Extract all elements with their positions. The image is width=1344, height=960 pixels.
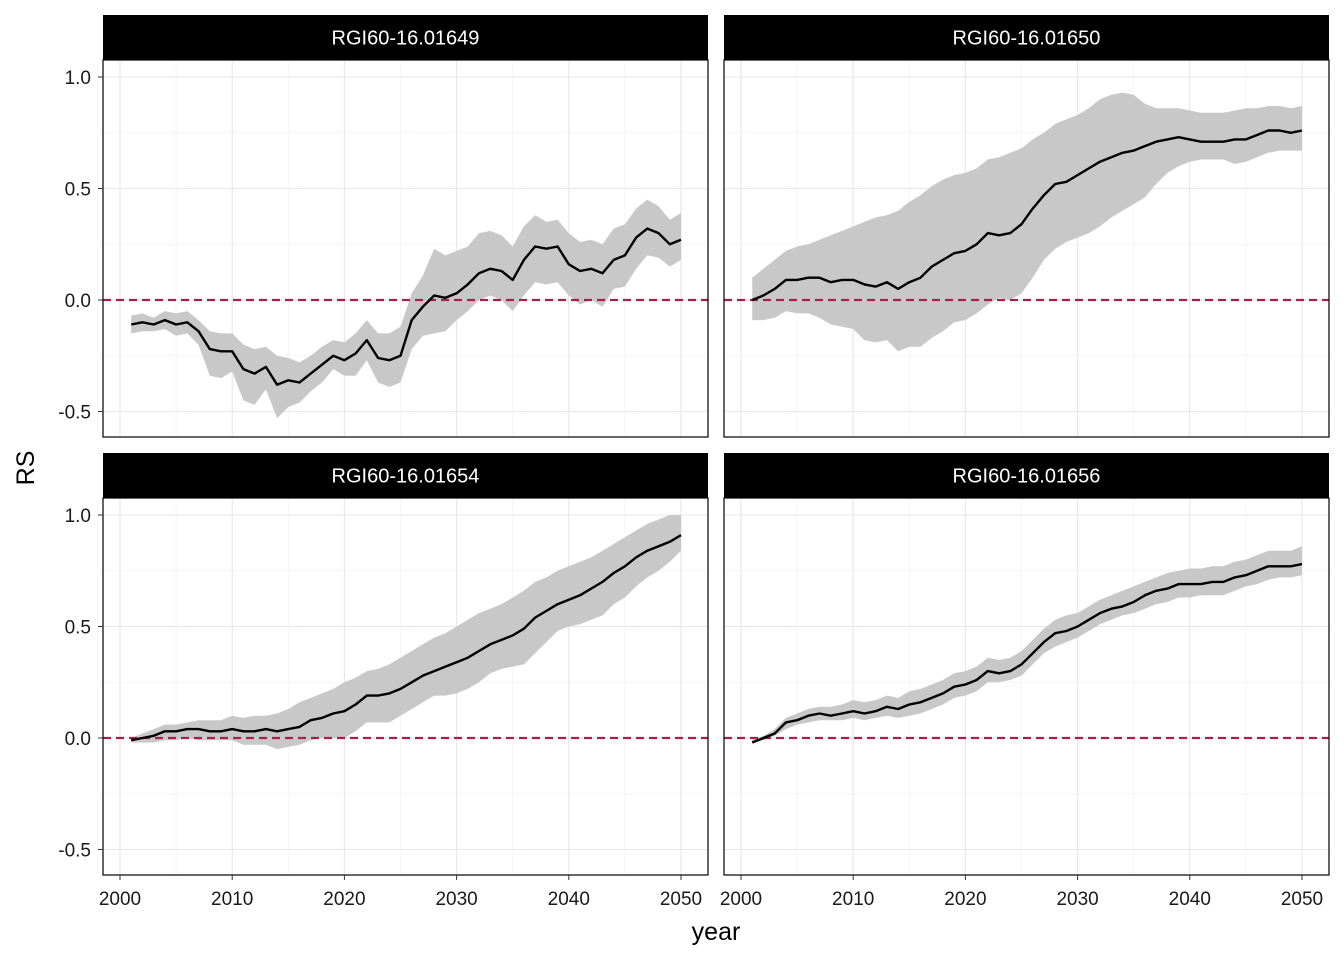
y-tick-label: 1.0 [65, 506, 91, 527]
panel-border [102, 59, 709, 438]
panel-background [724, 498, 1329, 875]
mean-series-line [751, 562, 1303, 744]
facet-panel: RGI60-16.01654 -0.5 0.0 0.5 1.0 2000 2010 2020 2… [58, 453, 709, 910]
mean-series-line [130, 534, 682, 742]
y-tick-label: -0.5 [58, 403, 91, 424]
uncertainty-ribbon [752, 546, 1302, 743]
facet-strip [103, 453, 708, 498]
facet-strip [103, 15, 708, 60]
panel-border [723, 59, 1330, 438]
facet-strip-label: RGI60-16.01654 [332, 466, 480, 488]
mean-series-line [751, 129, 1303, 302]
x-tick-label: 2040 [1169, 889, 1211, 910]
facet-strip-label: RGI60-16.01656 [953, 466, 1101, 488]
facet-strip-label: RGI60-16.01649 [332, 28, 480, 50]
facet-panel: RGI60-16.01650 [723, 15, 1330, 438]
x-tick-label: 2050 [660, 889, 702, 910]
x-axis-title: year [692, 918, 741, 946]
y-tick-label: -0.5 [58, 841, 91, 862]
y-axis-title: RS [12, 451, 40, 486]
uncertainty-ribbon [131, 515, 681, 750]
x-tick-label: 2000 [99, 889, 141, 910]
x-tick-label: 2020 [323, 889, 365, 910]
facet-panel: RGI60-16.01649 -0.5 0.0 0.5 1.0 [58, 15, 709, 438]
y-tick-label: 1.0 [65, 68, 91, 89]
facet-strip-label: RGI60-16.01650 [953, 28, 1101, 50]
x-tick-label: 2030 [1056, 889, 1098, 910]
uncertainty-ribbon [131, 199, 681, 419]
y-tick-label: 0.0 [65, 729, 91, 750]
y-tick-label: 0.0 [65, 291, 91, 312]
x-tick-label: 2030 [435, 889, 477, 910]
y-tick-label: 0.5 [65, 180, 91, 201]
facet-strip [724, 15, 1329, 60]
mean-series-line [130, 227, 682, 386]
x-tick-label: 2020 [944, 889, 986, 910]
x-tick-label: 2050 [1281, 889, 1323, 910]
x-tick-label: 2010 [832, 889, 874, 910]
facet-panel: RGI60-16.01656 2000 2010 2020 2030 2040 2050 [720, 453, 1330, 910]
panel-border [102, 497, 709, 876]
facet-strip [724, 453, 1329, 498]
x-tick-label: 2000 [720, 889, 762, 910]
panel-border [723, 497, 1330, 876]
uncertainty-ribbon [752, 92, 1302, 352]
y-tick-label: 0.5 [65, 618, 91, 639]
x-tick-label: 2040 [548, 889, 590, 910]
x-tick-label: 2010 [211, 889, 253, 910]
